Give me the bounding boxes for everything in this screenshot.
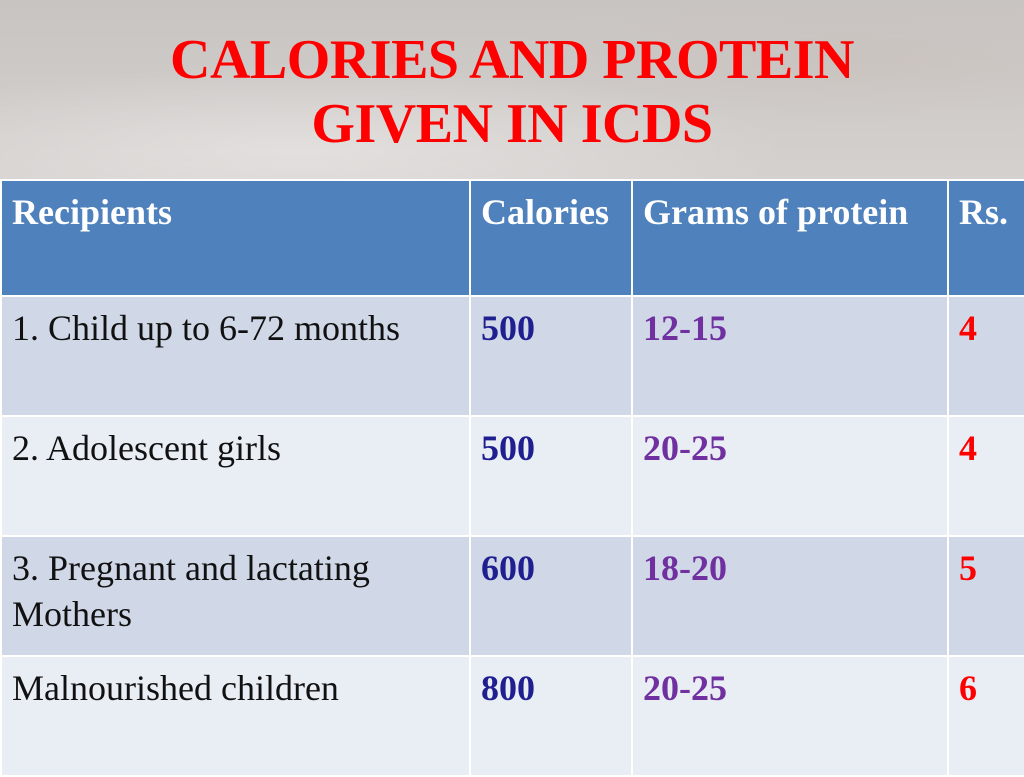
- header-calories: Calories: [469, 179, 633, 297]
- table-row: 3. Pregnant and lactating Mothers 600 18…: [0, 535, 1024, 657]
- protein-cell: 20-25: [631, 415, 949, 537]
- title-line-1: CALORIES AND PROTEIN: [170, 29, 854, 91]
- rs-cell: 4: [947, 295, 1024, 417]
- protein-cell: 18-20: [631, 535, 949, 657]
- header-recipients: Recipients: [0, 179, 471, 297]
- calories-cell: 800: [469, 655, 633, 777]
- calories-cell: 600: [469, 535, 633, 657]
- protein-cell: 20-25: [631, 655, 949, 777]
- slide-title: CALORIES AND PROTEIN GIVEN IN ICDS: [0, 28, 1024, 156]
- table-row: 1. Child up to 6-72 months 500 12-15 4: [0, 295, 1024, 417]
- rs-cell: 4: [947, 415, 1024, 537]
- table-row: Malnourished children 800 20-25 6: [0, 655, 1024, 777]
- recipient-cell: Malnourished children: [0, 655, 471, 777]
- table-row: 2. Adolescent girls 500 20-25 4: [0, 415, 1024, 537]
- rs-cell: 5: [947, 535, 1024, 657]
- title-line-2: GIVEN IN ICDS: [311, 93, 713, 155]
- calories-cell: 500: [469, 295, 633, 417]
- header-protein: Grams of protein: [631, 179, 949, 297]
- table-header-row: Recipients Calories Grams of protein Rs.: [0, 179, 1024, 297]
- header-rs: Rs.: [947, 179, 1024, 297]
- recipient-cell: 3. Pregnant and lactating Mothers: [0, 535, 471, 657]
- rs-cell: 6: [947, 655, 1024, 777]
- icds-table: Recipients Calories Grams of protein Rs.…: [0, 179, 1024, 777]
- recipient-cell: 2. Adolescent girls: [0, 415, 471, 537]
- recipient-cell: 1. Child up to 6-72 months: [0, 295, 471, 417]
- calories-cell: 500: [469, 415, 633, 537]
- protein-cell: 12-15: [631, 295, 949, 417]
